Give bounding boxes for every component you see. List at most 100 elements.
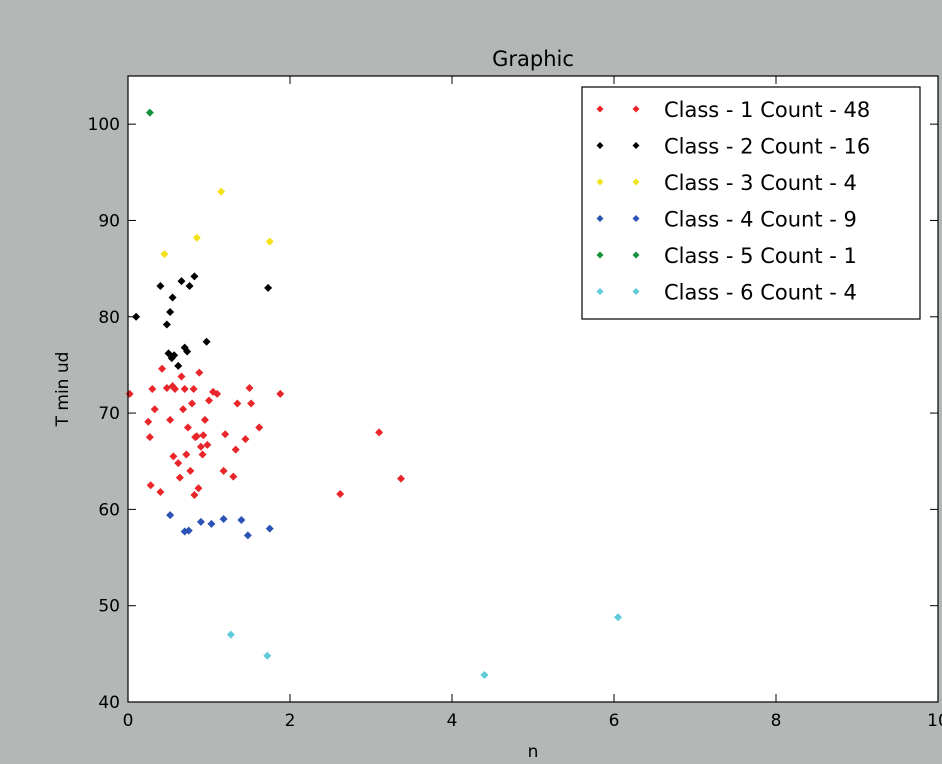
point-series-1-33 [203, 440, 212, 449]
point-series-5-1 [145, 108, 154, 117]
point-series-2-1 [132, 312, 141, 321]
point-series-6-4 [614, 613, 623, 622]
legend: Class - 1 Count - 48 Class - 2 Count - 16… [581, 86, 921, 320]
y-tick-label-0: 40 [98, 693, 120, 713]
point-series-1-15 [175, 473, 184, 482]
point-series-1-38 [221, 430, 230, 439]
point-series-4-5 [207, 519, 216, 528]
point-series-1-7 [158, 364, 167, 373]
point-series-1-28 [195, 368, 204, 377]
legend-marker-left-4 [596, 215, 604, 222]
point-series-3-2 [192, 233, 201, 242]
y-tick-label-2: 60 [98, 500, 120, 520]
point-series-1-32 [200, 415, 209, 424]
point-series-4-4 [196, 517, 205, 526]
point-series-1-31 [199, 431, 208, 440]
y-tick-label-5: 90 [98, 211, 120, 231]
point-series-3-4 [265, 237, 274, 246]
point-series-1-2 [144, 417, 153, 426]
point-series-2-5 [166, 307, 175, 316]
legend-box [581, 86, 921, 320]
axis-ticks: 0 2 4 6 8 10 40 50 60 70 80 90 100 [88, 76, 942, 731]
x-tick-label-2: 4 [447, 711, 458, 731]
point-series-2-12 [183, 347, 192, 356]
point-series-2-14 [190, 272, 199, 281]
legend-marker-right-5 [632, 251, 640, 259]
point-series-1-44 [247, 399, 256, 408]
point-series-1-12 [169, 452, 178, 461]
point-series-1-41 [233, 399, 242, 408]
x-tick-label-0: 0 [123, 711, 134, 731]
point-series-1-42 [241, 435, 250, 444]
point-series-1-26 [192, 432, 201, 441]
y-tick-label-3: 70 [98, 404, 120, 424]
point-series-1-3 [145, 433, 154, 442]
legend-label-6: Class - 6 Count - 4 [664, 281, 857, 305]
point-series-4-3 [184, 526, 193, 535]
point-series-6-3 [480, 671, 489, 680]
point-series-1-21 [186, 466, 195, 475]
point-series-1-13 [170, 385, 179, 393]
point-series-4-9 [265, 524, 274, 533]
point-series-2-3 [162, 320, 171, 329]
point-series-2-9 [174, 361, 183, 370]
legend-marker-left-6 [596, 288, 604, 295]
point-series-1-30 [198, 450, 207, 459]
legend-marker-left-2 [596, 142, 604, 149]
point-series-1-49 [396, 474, 405, 483]
legend-marker-left-1 [596, 105, 604, 113]
x-tick-label-3: 6 [609, 711, 620, 731]
point-series-2-7 [168, 293, 177, 302]
data-points [125, 108, 623, 680]
point-series-1-14 [174, 459, 183, 468]
point-series-2-16 [264, 283, 273, 292]
point-series-1-43 [245, 384, 254, 393]
legend-marker-right-4 [632, 215, 640, 222]
legend-label-1: Class - 1 Count - 48 [664, 98, 870, 122]
point-series-6-2 [263, 651, 272, 660]
legend-label-4: Class - 4 Count - 9 [664, 208, 857, 232]
point-series-1-40 [231, 445, 240, 454]
point-series-1-6 [150, 405, 159, 414]
y-tick-label-4: 80 [98, 308, 120, 328]
chart-title: Graphic [492, 47, 574, 71]
point-series-1-39 [229, 472, 238, 481]
point-series-1-46 [276, 389, 285, 398]
legend-marker-left-5 [596, 251, 604, 259]
legend-label-2: Class - 2 Count - 16 [664, 135, 870, 159]
y-axis-label: T min ud [53, 352, 73, 428]
point-series-1-34 [205, 396, 213, 405]
point-series-2-13 [185, 281, 194, 290]
point-series-2-15 [202, 337, 211, 346]
y-tick-label-1: 50 [98, 597, 120, 617]
legend-label-3: Class - 3 Count - 4 [664, 171, 857, 195]
point-series-3-1 [160, 250, 169, 259]
plot-frame [127, 75, 939, 703]
legend-marker-right-1 [632, 105, 640, 113]
point-series-1-5 [148, 385, 157, 393]
point-series-1-47 [336, 489, 345, 498]
point-series-4-1 [166, 511, 175, 520]
point-series-1-20 [183, 423, 192, 432]
point-series-1-37 [219, 466, 228, 475]
x-tick-label-4: 8 [771, 711, 782, 731]
point-series-1-27 [194, 484, 203, 493]
x-axis-label: n [528, 742, 539, 760]
x-tick-label-5: 10 [927, 711, 942, 731]
point-series-1-36 [213, 389, 222, 398]
point-series-1-18 [180, 385, 189, 393]
point-series-1-10 [166, 415, 175, 424]
legend-label-5: Class - 5 Count - 1 [664, 244, 857, 268]
legend-marker-right-2 [632, 142, 640, 149]
point-series-1-16 [177, 372, 186, 381]
point-series-1-24 [190, 490, 199, 499]
point-series-1-48 [375, 428, 384, 437]
point-series-1-45 [255, 423, 264, 432]
point-series-4-8 [243, 531, 252, 540]
point-series-1-29 [196, 442, 205, 451]
point-series-1-22 [187, 399, 196, 408]
point-series-1-23 [189, 385, 198, 393]
point-series-2-8 [170, 351, 179, 360]
